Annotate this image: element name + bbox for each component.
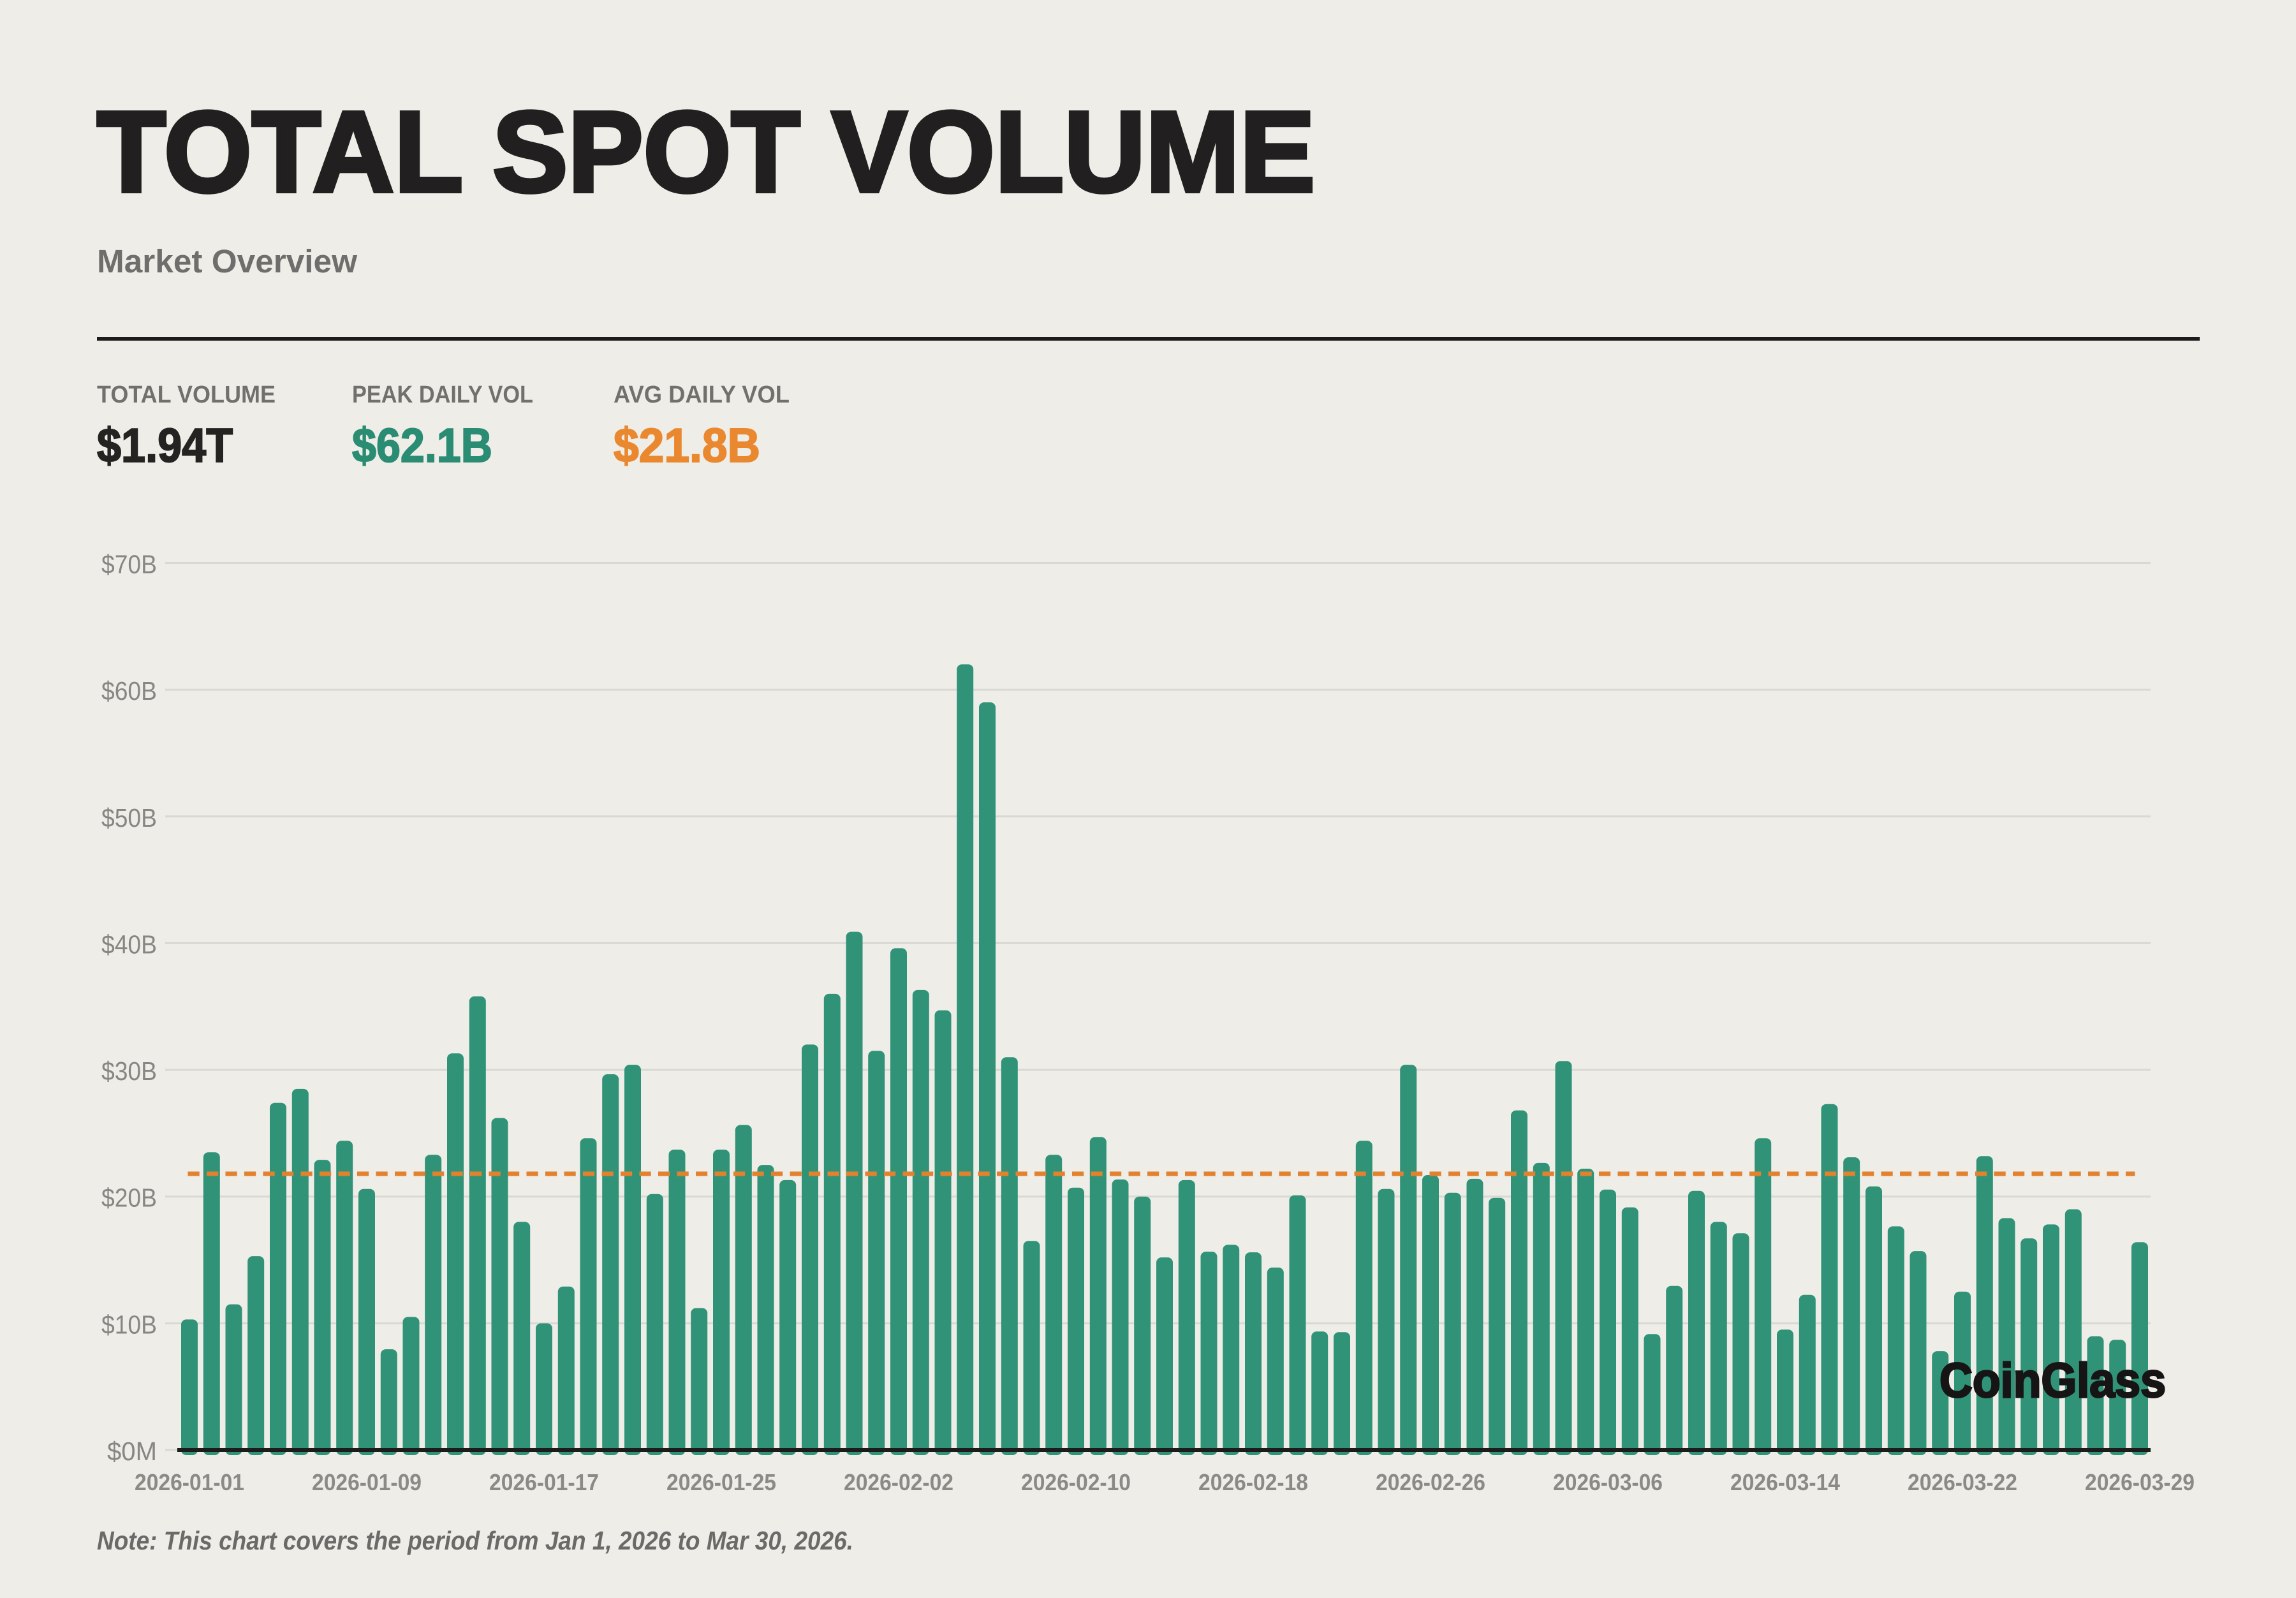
svg-text:2026-02-10: 2026-02-10 — [1021, 1469, 1131, 1495]
svg-text:$21.8B: $21.8B — [614, 418, 760, 472]
svg-text:2026-03-22: 2026-03-22 — [1908, 1469, 2017, 1495]
svg-text:$40B: $40B — [101, 929, 157, 959]
svg-text:2026-03-06: 2026-03-06 — [1553, 1469, 1663, 1495]
svg-text:2026-01-01: 2026-01-01 — [135, 1469, 244, 1495]
svg-text:CoinGlass: CoinGlass — [1939, 1354, 2166, 1408]
svg-text:$20B: $20B — [101, 1183, 157, 1213]
svg-text:2026-02-18: 2026-02-18 — [1198, 1469, 1308, 1495]
svg-text:TOTAL VOLUME: TOTAL VOLUME — [97, 381, 276, 408]
svg-text:Note: This chart covers the pe: Note: This chart covers the period from … — [97, 1526, 853, 1555]
svg-text:2026-02-26: 2026-02-26 — [1376, 1469, 1485, 1495]
svg-text:$70B: $70B — [101, 550, 157, 579]
svg-text:TOTAL SPOT VOLUME: TOTAL SPOT VOLUME — [97, 88, 1315, 216]
svg-text:AVG DAILY VOL: AVG DAILY VOL — [614, 381, 790, 408]
svg-text:Market Overview: Market Overview — [97, 243, 357, 279]
svg-text:2026-01-25: 2026-01-25 — [666, 1469, 776, 1495]
svg-text:$10B: $10B — [101, 1310, 157, 1339]
svg-text:2026-03-14: 2026-03-14 — [1730, 1469, 1840, 1495]
svg-text:$30B: $30B — [101, 1056, 157, 1086]
svg-text:2026-02-02: 2026-02-02 — [844, 1469, 953, 1495]
svg-text:2026-03-29: 2026-03-29 — [2085, 1469, 2195, 1495]
svg-text:2026-01-17: 2026-01-17 — [489, 1469, 599, 1495]
svg-text:$60B: $60B — [101, 676, 157, 706]
svg-text:$62.1B: $62.1B — [352, 418, 492, 472]
svg-text:$0M: $0M — [107, 1437, 157, 1466]
svg-text:PEAK DAILY VOL: PEAK DAILY VOL — [352, 381, 533, 408]
svg-text:2026-01-09: 2026-01-09 — [312, 1469, 422, 1495]
svg-text:$1.94T: $1.94T — [97, 418, 233, 472]
svg-text:$50B: $50B — [101, 803, 157, 832]
